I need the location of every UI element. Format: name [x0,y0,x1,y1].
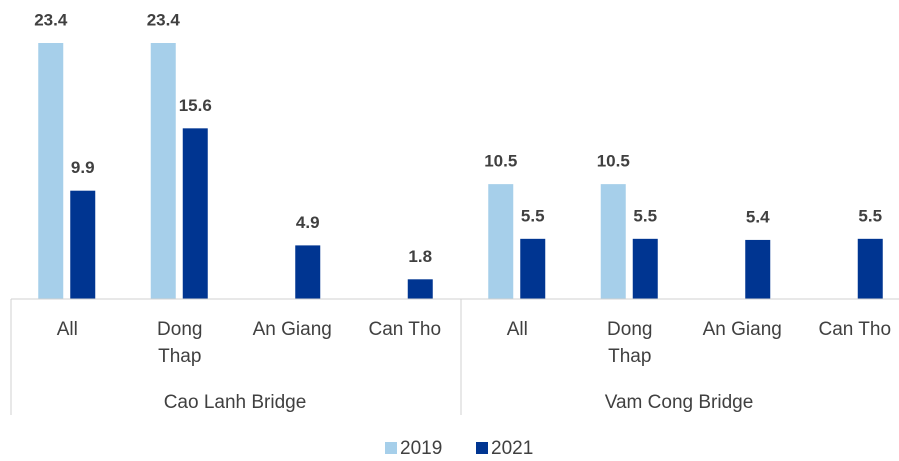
bar [182,128,208,299]
legend-swatch [385,442,397,454]
x-tick-label: An Giang [253,319,332,340]
x-tick-label: Dong Thap [607,319,652,367]
value-label: 5.5 [521,206,545,225]
x-tick-label: Dong Thap [157,319,202,367]
bar [407,279,433,299]
group-label: Cao Lanh Bridge [164,392,307,413]
value-label: 5.5 [858,206,882,225]
bar [488,184,514,299]
value-label: 9.9 [71,158,95,177]
legend-label: 2019 [400,438,442,459]
value-label: 10.5 [484,152,517,171]
x-tick-label: Can Tho [818,319,891,340]
bar [295,245,321,299]
legend-label: 2021 [491,438,533,459]
legend-swatch [476,442,488,454]
x-tick-label: All [507,319,528,340]
value-label: 23.4 [34,10,68,29]
x-tick-label: All [57,319,78,340]
value-label: 5.5 [633,206,657,225]
x-tick-label: Can Tho [368,319,441,340]
bar [600,184,626,299]
value-label: 4.9 [296,213,320,232]
bar [632,238,658,299]
bar [38,43,64,299]
bar [857,238,883,299]
bar [745,239,771,299]
bar [520,238,546,299]
value-label: 23.4 [147,10,181,29]
group-label: Vam Cong Bridge [605,392,754,413]
value-label: 15.6 [179,96,212,115]
value-label: 5.4 [746,207,770,226]
bar [70,190,96,299]
x-tick-label: An Giang [703,319,782,340]
value-label: 1.8 [408,247,432,266]
value-label: 10.5 [597,152,630,171]
bar [150,43,176,299]
